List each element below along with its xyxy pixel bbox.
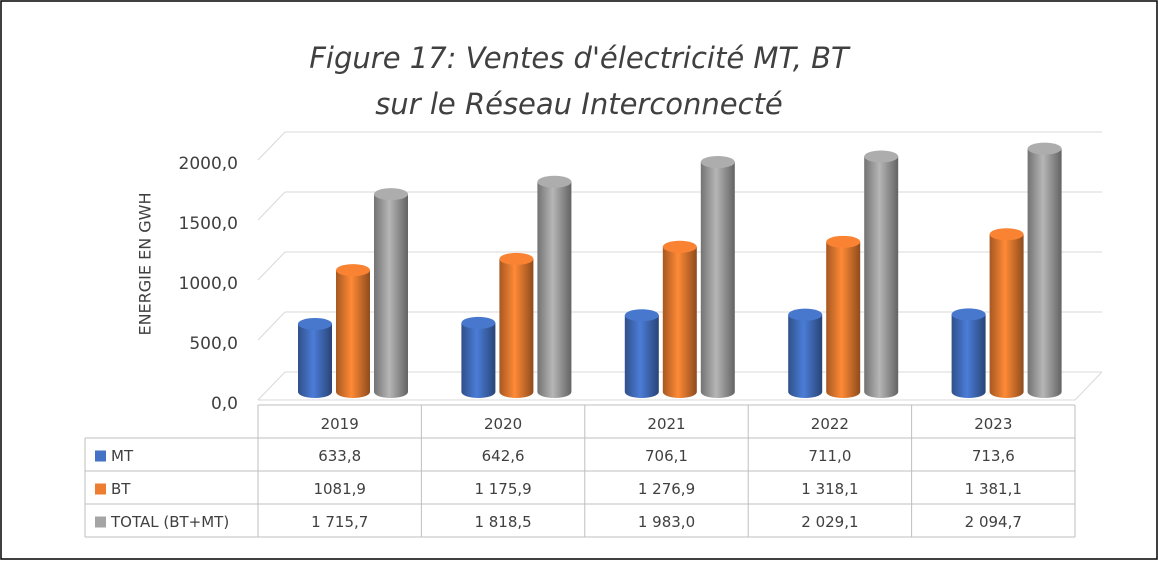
bar (461, 322, 496, 398)
grid-line-side (257, 371, 286, 401)
value-label: 1 381,1 (965, 480, 1022, 498)
bar (1027, 148, 1062, 398)
bar-top (499, 252, 534, 265)
bar-top (1027, 142, 1062, 155)
bar-top (336, 264, 370, 277)
value-label: 1 818,5 (474, 513, 531, 531)
value-label: 642,6 (482, 447, 525, 465)
value-label: 1 318,1 (801, 480, 858, 498)
bar-top (989, 228, 1024, 241)
chart-title: Figure 17: Ventes d'électricité MT, BT (309, 41, 851, 75)
legend-label: BT (111, 480, 131, 498)
value-label: 1 715,7 (311, 513, 368, 531)
bar-top (537, 175, 572, 188)
bar (700, 162, 735, 398)
bar-top (864, 150, 899, 163)
bar (951, 314, 986, 398)
value-label: 2 029,1 (801, 513, 858, 531)
value-label: 1081,9 (313, 480, 366, 498)
legend-label: MT (111, 447, 134, 465)
value-label: 706,1 (645, 447, 688, 465)
bar (662, 246, 697, 398)
bar (989, 234, 1024, 398)
legend-swatch (95, 516, 106, 528)
bar-top (298, 317, 332, 330)
chart-subtitle: sur le Réseau Interconnecté (375, 87, 783, 121)
y-tick-label: 1500,0 (179, 214, 238, 234)
floor-right (1074, 371, 1103, 401)
grid-line-side (257, 311, 286, 341)
y-tick-label: 2000,0 (179, 154, 238, 174)
bar (864, 156, 899, 398)
bar-top (624, 309, 659, 322)
bar (298, 323, 332, 398)
legend-label: TOTAL (BT+MT) (110, 513, 229, 531)
x-tick-label: 2022 (811, 415, 849, 433)
value-label: 711,0 (808, 447, 851, 465)
bar (624, 315, 659, 398)
value-label: 1 276,9 (638, 480, 695, 498)
y-tick-label: 0,0 (211, 394, 238, 414)
grid-line-side (257, 251, 286, 281)
bar (374, 194, 408, 398)
y-tick-label: 1000,0 (179, 274, 238, 294)
x-tick-label: 2021 (647, 415, 685, 433)
bar (826, 241, 861, 398)
bar-top (788, 308, 823, 321)
x-tick-label: 2023 (974, 415, 1012, 433)
bar (788, 314, 823, 398)
y-axis-label: ENERGIE EN GWH (136, 192, 155, 335)
legend-swatch (95, 483, 106, 495)
y-tick-label: 500,0 (189, 334, 238, 354)
bar-top (461, 316, 496, 329)
bar-top (662, 240, 697, 253)
x-tick-label: 2020 (484, 415, 522, 433)
x-tick-label: 2019 (321, 415, 359, 433)
bar-top (951, 308, 986, 321)
grid-line-side (257, 191, 286, 221)
value-label: 1 983,0 (638, 513, 695, 531)
bar-top (374, 188, 408, 201)
value-label: 633,8 (318, 447, 361, 465)
value-label: 713,6 (972, 447, 1015, 465)
value-label: 2 094,7 (965, 513, 1022, 531)
bar (499, 258, 534, 398)
bar (336, 270, 370, 398)
legend-swatch (95, 450, 106, 462)
grid-line-side (257, 131, 286, 161)
bar-top (826, 235, 861, 248)
bar (537, 181, 572, 398)
value-label: 1 175,9 (474, 480, 531, 498)
bar-top (700, 156, 735, 169)
